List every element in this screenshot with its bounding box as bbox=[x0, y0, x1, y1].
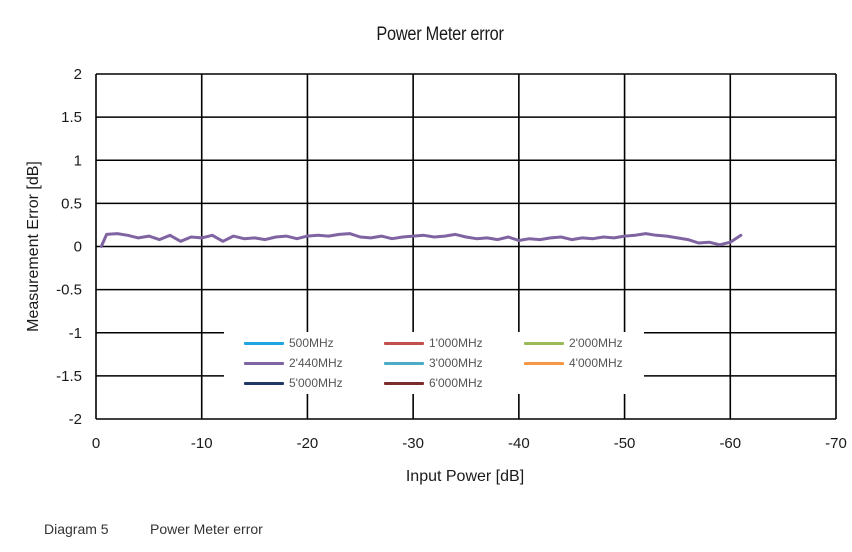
legend-item: 5'000MHz bbox=[244, 374, 343, 392]
legend-label: 2'440MHz bbox=[289, 356, 343, 370]
legend-label: 1'000MHz bbox=[429, 336, 483, 350]
y-axis-label: Measurement Error [dB] bbox=[25, 161, 42, 332]
legend-swatch bbox=[244, 361, 284, 365]
x-tick-label: -50 bbox=[614, 435, 636, 452]
caption-label: Diagram 5 bbox=[44, 521, 109, 537]
x-tick-label: 0 bbox=[92, 435, 100, 452]
legend-label: 5'000MHz bbox=[289, 376, 343, 390]
legend-item: 500MHz bbox=[244, 334, 334, 352]
y-tick-label: -1 bbox=[69, 325, 82, 342]
legend-item: 3'000MHz bbox=[384, 354, 483, 372]
x-tick-label: -20 bbox=[297, 435, 319, 452]
y-tick-label: 0.5 bbox=[61, 195, 82, 212]
y-tick-label: 0 bbox=[74, 239, 82, 256]
legend-label: 2'000MHz bbox=[569, 336, 623, 350]
legend-item: 6'000MHz bbox=[384, 374, 483, 392]
x-tick-label: -30 bbox=[402, 435, 424, 452]
y-tick-label: 2 bbox=[74, 66, 82, 83]
legend-label: 6'000MHz bbox=[429, 376, 483, 390]
caption-text: Power Meter error bbox=[150, 521, 263, 537]
x-axis-label: Input Power [dB] bbox=[406, 468, 524, 485]
chart-legend: 500MHz 1'000MHz 2'000MHz 2'440MHz 3'000MHz 4'… bbox=[224, 332, 644, 394]
series-line bbox=[99, 232, 743, 248]
legend-swatch bbox=[384, 381, 424, 385]
y-tick-label: -2 bbox=[69, 411, 82, 428]
y-tick-label: 1.5 bbox=[61, 109, 82, 126]
x-tick-label: -10 bbox=[191, 435, 213, 452]
legend-swatch bbox=[524, 341, 564, 345]
legend-item: 2'440MHz bbox=[244, 354, 343, 372]
legend-swatch bbox=[244, 381, 284, 385]
legend-item: 1'000MHz bbox=[384, 334, 483, 352]
chart-title: Power Meter error bbox=[376, 24, 504, 45]
legend-label: 4'000MHz bbox=[569, 356, 623, 370]
legend-label: 3'000MHz bbox=[429, 356, 483, 370]
x-tick-label: -40 bbox=[508, 435, 530, 452]
legend-label: 500MHz bbox=[289, 336, 334, 350]
legend-swatch bbox=[384, 341, 424, 345]
legend-item: 2'000MHz bbox=[524, 334, 623, 352]
legend-swatch bbox=[384, 361, 424, 365]
y-tick-label: -1.5 bbox=[56, 368, 82, 385]
y-tick-label: -0.5 bbox=[56, 282, 82, 299]
x-tick-label: -70 bbox=[825, 435, 847, 452]
legend-swatch bbox=[244, 341, 284, 345]
legend-swatch bbox=[524, 361, 564, 365]
y-tick-label: 1 bbox=[74, 152, 82, 169]
legend-item: 4'000MHz bbox=[524, 354, 623, 372]
x-tick-label: -60 bbox=[719, 435, 741, 452]
